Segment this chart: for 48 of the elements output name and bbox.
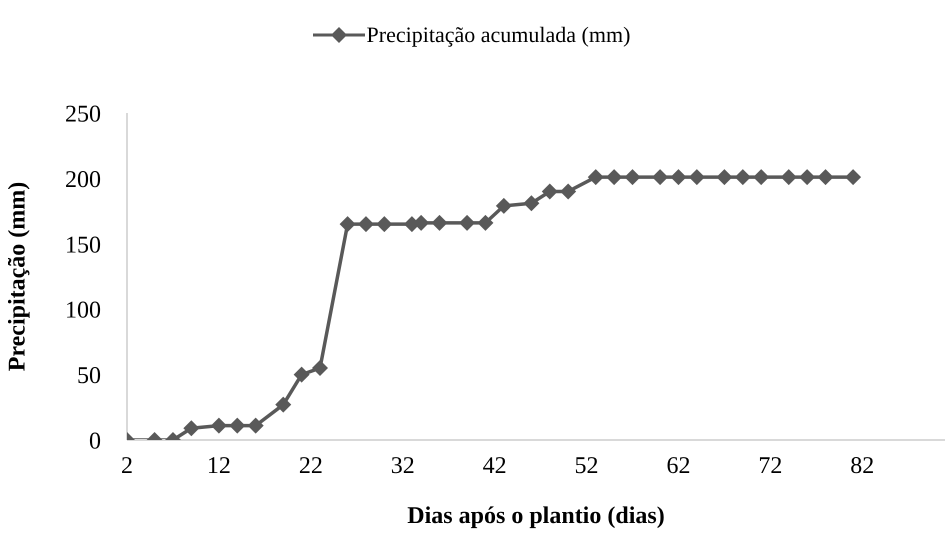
x-tick-label: 32 — [390, 453, 415, 480]
point — [183, 420, 200, 436]
point — [688, 169, 705, 186]
point — [542, 183, 558, 200]
x-tick-label: 22 — [298, 453, 323, 480]
point — [818, 169, 834, 186]
point — [477, 214, 494, 231]
point — [459, 214, 476, 231]
point — [210, 418, 227, 434]
x-tick-label: 12 — [206, 453, 231, 480]
point — [376, 216, 392, 232]
point — [294, 366, 310, 383]
legend-label: Precipitação acumulada (mm) — [366, 22, 630, 48]
point — [496, 198, 512, 214]
point — [431, 214, 448, 231]
y-axis-title: Precipitação (mm) — [4, 182, 31, 372]
x-tick-label: 82 — [850, 453, 874, 480]
x-tick-label: 42 — [482, 453, 507, 480]
y-tick-label: 250 — [65, 102, 101, 128]
point — [248, 418, 264, 434]
point — [670, 169, 686, 186]
x-tick-label: 62 — [666, 453, 690, 480]
point — [523, 195, 540, 212]
point — [734, 169, 751, 186]
point — [312, 360, 328, 376]
y-tick-label: 0 — [89, 428, 101, 455]
y-tick-label: 50 — [77, 363, 101, 390]
point — [358, 216, 374, 232]
x-tick-label: 2 — [121, 453, 133, 480]
point — [753, 169, 770, 186]
x-tick-label: 72 — [758, 453, 782, 480]
point — [845, 169, 862, 186]
x-axis-title: Dias após o plantio (dias) — [407, 503, 665, 529]
point — [229, 418, 246, 434]
y-tick-label: 100 — [65, 298, 101, 324]
point — [716, 169, 732, 186]
point — [560, 183, 576, 200]
point — [588, 169, 604, 186]
point — [780, 169, 797, 186]
point — [799, 169, 816, 186]
y-tick-label: 200 — [65, 166, 101, 193]
point — [340, 216, 356, 232]
point — [652, 169, 668, 186]
point — [624, 169, 641, 186]
y-tick-label: 150 — [65, 232, 101, 258]
point — [606, 169, 622, 186]
point — [275, 396, 292, 413]
x-tick-label: 52 — [574, 453, 599, 480]
